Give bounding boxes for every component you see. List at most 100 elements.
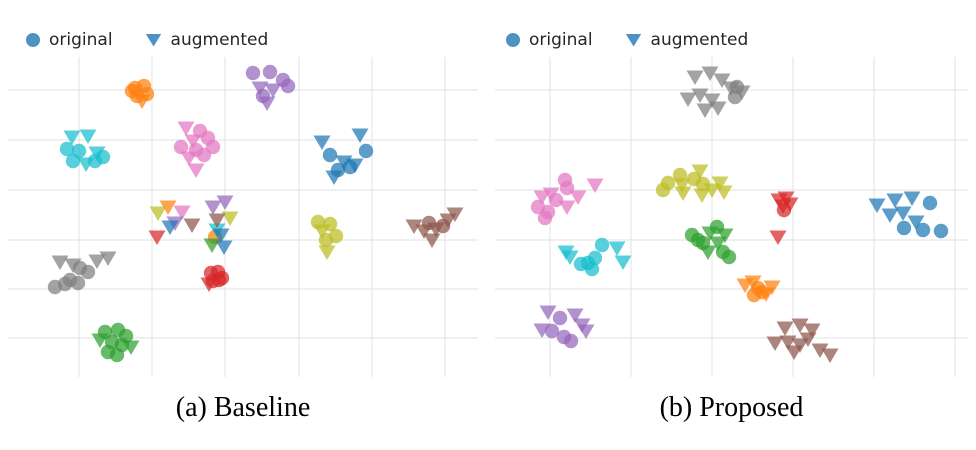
marker-brown-augmented xyxy=(785,345,803,360)
marker-blue-augmented xyxy=(313,135,331,150)
marker-olive-augmented xyxy=(221,211,239,226)
marker-olive-augmented xyxy=(149,206,167,221)
marker-purple-augmented xyxy=(251,81,269,96)
marker-gray-augmented xyxy=(99,251,117,266)
marker-brown-augmented xyxy=(811,343,829,358)
marker-olive-augmented xyxy=(318,245,336,260)
marker-green-original xyxy=(109,347,125,363)
marker-purple-original xyxy=(245,65,261,81)
legend-label-augmented: augmented xyxy=(170,30,269,50)
marker-pink-original xyxy=(537,210,553,226)
marker-olive-augmented xyxy=(715,185,733,200)
marker-pink-original xyxy=(205,139,221,155)
marker-gray-augmented xyxy=(713,73,731,88)
marker-gray-augmented xyxy=(703,93,721,108)
marker-green-augmented xyxy=(699,245,717,260)
marker-gray-augmented xyxy=(686,70,704,85)
marker-olive-augmented xyxy=(674,186,692,201)
marker-olive-original xyxy=(655,182,671,198)
marker-orange-augmented xyxy=(757,287,775,302)
marker-brown-augmented xyxy=(821,348,839,363)
marker-purple-augmented xyxy=(577,324,595,339)
marker-cyan-augmented xyxy=(608,241,626,256)
marker-olive-augmented xyxy=(691,164,709,179)
marker-cyan-augmented xyxy=(63,130,81,145)
marker-blue-augmented xyxy=(868,198,886,213)
marker-purple-original xyxy=(544,323,560,339)
marker-blue-original xyxy=(896,220,912,236)
marker-blue-original xyxy=(933,223,949,239)
marker-cyan-original xyxy=(95,149,111,165)
marker-cyan-augmented xyxy=(79,129,97,144)
marker-brown-augmented xyxy=(791,318,809,333)
original-circle-marker-icon xyxy=(506,33,520,47)
marker-green-augmented xyxy=(122,340,140,355)
marker-red-original xyxy=(776,202,792,218)
marker-cyan-original xyxy=(59,141,75,157)
marker-cyan-original xyxy=(594,237,610,253)
marker-cyan-original xyxy=(573,256,589,272)
marker-green-augmented xyxy=(709,236,727,251)
marker-orange-augmented xyxy=(744,275,762,290)
marker-purple-augmented xyxy=(204,200,222,215)
marker-brown-augmented xyxy=(799,332,817,347)
marker-blue-augmented xyxy=(215,240,233,255)
marker-blue-augmented xyxy=(161,220,179,235)
augmented-triangle-marker-icon xyxy=(625,33,642,47)
marker-gray-augmented xyxy=(88,254,106,269)
augmented-triangle-marker-icon xyxy=(145,33,162,47)
marker-olive-augmented xyxy=(703,183,721,198)
marker-blue-original xyxy=(322,147,338,163)
legend-baseline: original augmented xyxy=(26,30,268,50)
marker-gray-augmented xyxy=(696,103,714,118)
marker-brown-augmented xyxy=(803,323,821,338)
marker-blue-augmented xyxy=(886,193,904,208)
marker-gray-augmented xyxy=(691,88,709,103)
marker-pink-augmented xyxy=(187,163,205,178)
marker-purple-original xyxy=(552,310,568,326)
marker-olive-original xyxy=(686,171,702,187)
marker-pink-augmented xyxy=(180,151,198,166)
marker-cyan-original xyxy=(65,153,81,169)
marker-purple-augmented xyxy=(539,305,557,320)
marker-green-augmented xyxy=(91,333,109,348)
marker-gray-augmented xyxy=(679,92,697,107)
marker-purple-original xyxy=(563,333,579,349)
marker-blue-original xyxy=(922,195,938,211)
marker-pink-augmented xyxy=(558,200,576,215)
marker-brown-augmented xyxy=(183,218,201,233)
marker-cyan-augmented xyxy=(557,245,575,260)
marker-brown-augmented xyxy=(776,321,794,336)
marker-olive-augmented xyxy=(673,178,691,193)
marker-red-augmented xyxy=(148,230,166,245)
marker-red-augmented xyxy=(781,197,799,212)
marker-pink-augmented xyxy=(177,121,195,136)
marker-cyan-original xyxy=(584,261,600,277)
marker-cyan-augmented xyxy=(614,255,632,270)
marker-olive-original xyxy=(318,232,334,248)
marker-green-original xyxy=(709,219,725,235)
marker-red-original xyxy=(211,272,227,288)
legend-proposed: original augmented xyxy=(506,30,748,50)
marker-red-augmented xyxy=(769,230,787,245)
marker-purple-original xyxy=(262,64,278,80)
marker-brown-augmented xyxy=(405,219,423,234)
marker-purple-augmented xyxy=(216,195,234,210)
marker-pink-augmented xyxy=(173,205,191,220)
marker-orange-original xyxy=(124,83,140,99)
marker-brown-augmented xyxy=(446,207,464,222)
legend-label-original: original xyxy=(529,30,593,50)
marker-gray-original xyxy=(70,275,86,291)
marker-purple-augmented xyxy=(264,83,282,98)
legend-label-original: original xyxy=(49,30,113,50)
legend-label-augmented: augmented xyxy=(650,30,749,50)
original-circle-marker-icon xyxy=(26,33,40,47)
marker-pink-original xyxy=(173,139,189,155)
marker-purple-augmented xyxy=(533,323,551,338)
marker-pink-augmented xyxy=(533,190,551,205)
marker-gray-original xyxy=(57,276,73,292)
marker-olive-augmented xyxy=(313,224,331,239)
marker-blue-original xyxy=(342,159,358,175)
